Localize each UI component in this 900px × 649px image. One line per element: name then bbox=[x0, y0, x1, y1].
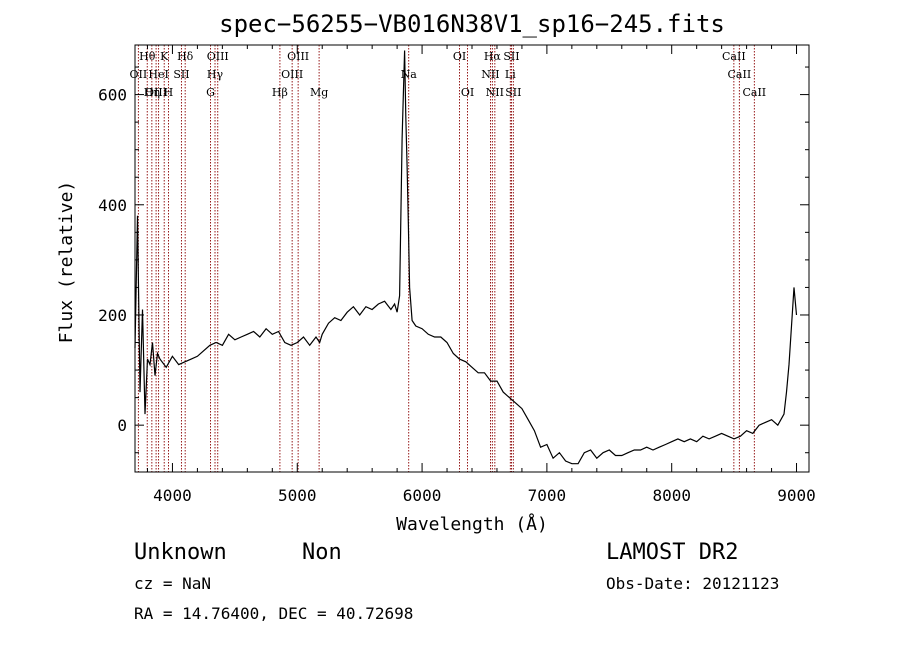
object-subclass: Non bbox=[302, 540, 342, 565]
line-label: K bbox=[160, 50, 169, 63]
y-axis: 0 200 400 600 bbox=[98, 66, 809, 454]
line-label: CaII bbox=[722, 50, 746, 63]
observation-date: Obs-Date: 20121123 bbox=[606, 574, 779, 593]
line-label: NII bbox=[481, 68, 499, 81]
spectral-line-markers bbox=[137, 45, 755, 472]
line-label: OI bbox=[461, 86, 474, 99]
object-class: Unknown bbox=[134, 540, 227, 565]
line-label: OIII bbox=[287, 50, 309, 63]
x-tick-label: 9000 bbox=[777, 486, 816, 505]
line-label: G bbox=[206, 86, 215, 99]
line-label: Mg bbox=[310, 86, 328, 99]
line-label: Hθ bbox=[139, 50, 156, 63]
line-label: Hη bbox=[144, 86, 160, 99]
redshift-cz: cz = NaN bbox=[134, 574, 211, 593]
line-label: NII bbox=[486, 86, 504, 99]
spectrum-line bbox=[134, 50, 798, 465]
line-label: Li bbox=[505, 68, 516, 81]
line-label: SII bbox=[503, 50, 519, 63]
line-label: CaII bbox=[742, 86, 766, 99]
y-axis-label: Flux (relative) bbox=[56, 181, 77, 344]
line-label: CaII bbox=[728, 68, 752, 81]
y-tick-label: 0 bbox=[117, 416, 127, 435]
line-label: SII bbox=[173, 68, 189, 81]
line-label: Na bbox=[401, 68, 418, 81]
line-label: OIII bbox=[207, 50, 229, 63]
line-label: SII bbox=[505, 86, 521, 99]
x-axis: 4000 5000 6000 7000 8000 9000 bbox=[146, 45, 816, 505]
x-tick-label: 8000 bbox=[652, 486, 691, 505]
line-label: Hβ bbox=[272, 86, 288, 99]
line-label: OI bbox=[453, 50, 466, 63]
coordinates: RA = 14.76400, DEC = 40.72698 bbox=[134, 604, 413, 623]
plot-frame bbox=[134, 44, 810, 473]
line-label: OIII bbox=[145, 86, 167, 99]
line-label: Hγ bbox=[207, 68, 224, 81]
x-axis-label: Wavelength (Å) bbox=[396, 513, 548, 535]
line-label: OIII bbox=[281, 68, 303, 81]
y-tick-label: 200 bbox=[98, 306, 127, 325]
x-tick-label: 5000 bbox=[278, 486, 317, 505]
y-tick-label: 600 bbox=[98, 86, 127, 105]
x-tick-label: 7000 bbox=[528, 486, 567, 505]
line-label: OII bbox=[130, 68, 148, 81]
line-label: HeI bbox=[148, 68, 168, 81]
chart-title: spec−56255−VB016N38V1_sp16−245.fits bbox=[219, 10, 725, 38]
survey-name: LAMOST DR2 bbox=[606, 540, 738, 565]
line-label: Hδ bbox=[177, 50, 194, 63]
line-label: Hα bbox=[484, 50, 502, 63]
y-tick-label: 400 bbox=[98, 196, 127, 215]
line-label: H bbox=[164, 86, 174, 99]
x-tick-label: 6000 bbox=[403, 486, 442, 505]
x-tick-label: 4000 bbox=[153, 486, 192, 505]
